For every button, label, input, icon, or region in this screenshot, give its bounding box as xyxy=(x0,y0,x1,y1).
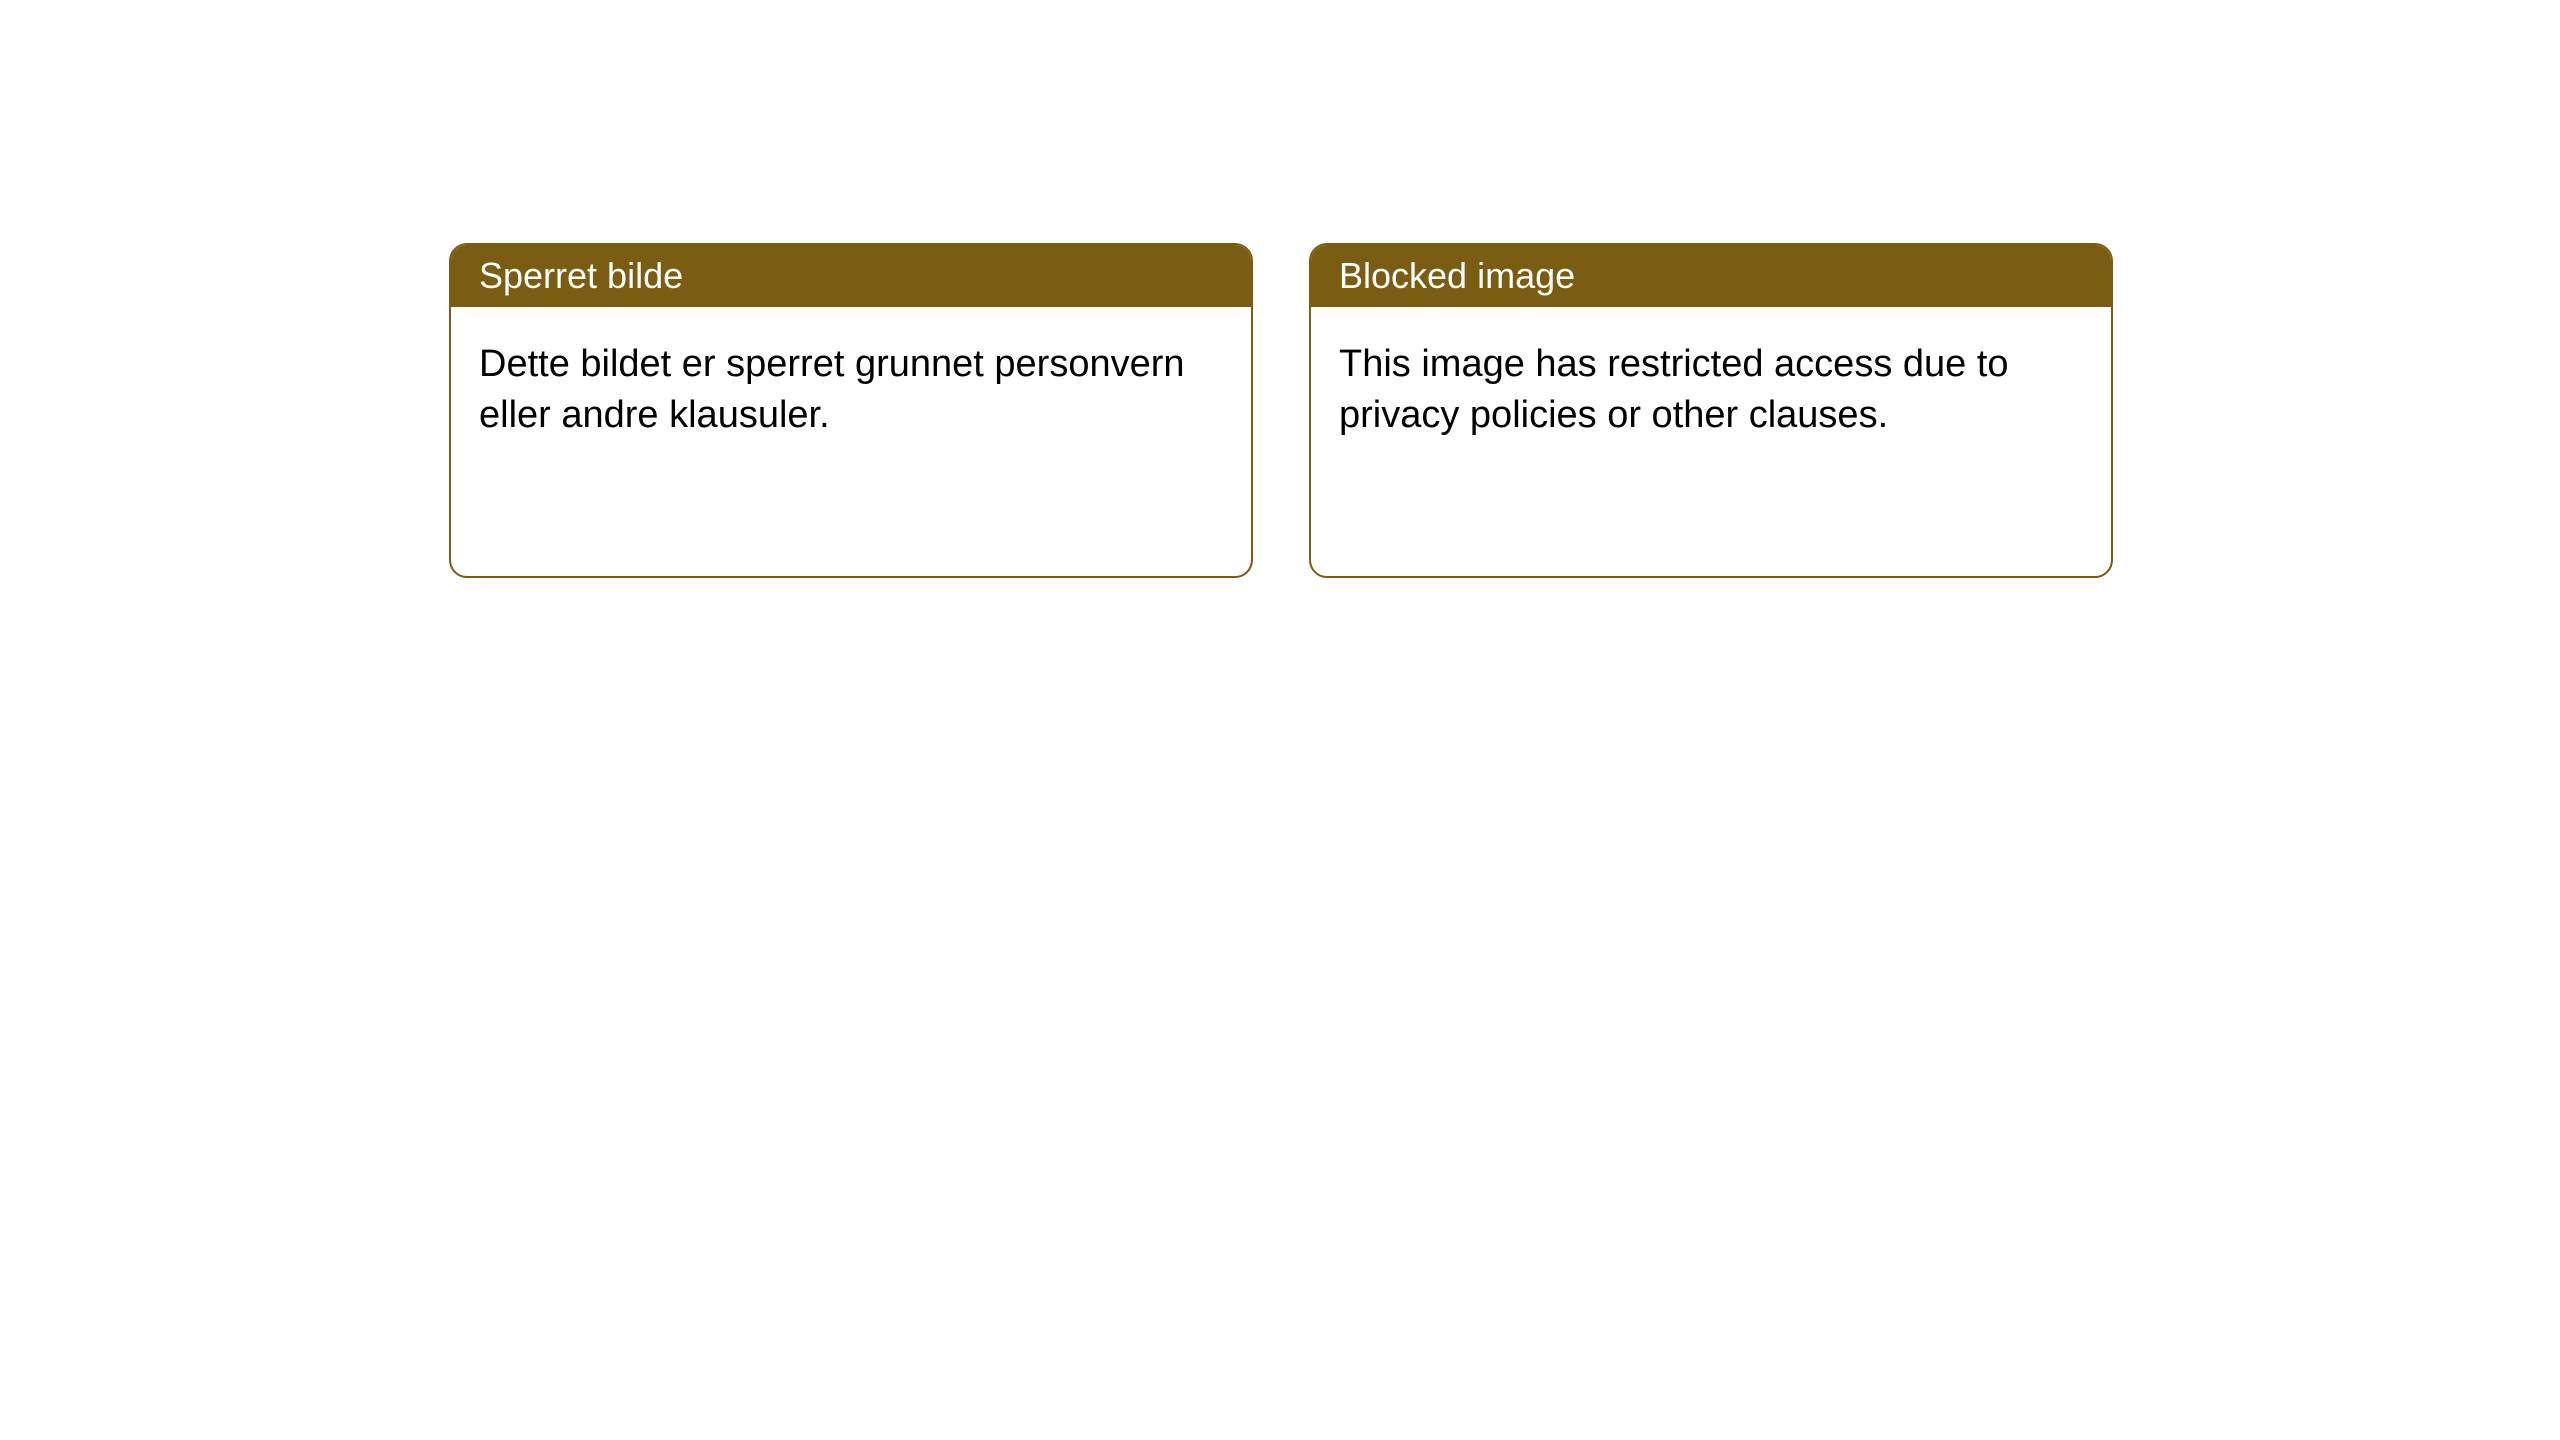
notice-cards-container: Sperret bilde Dette bildet er sperret gr… xyxy=(449,243,2113,578)
card-body: This image has restricted access due to … xyxy=(1311,307,2111,474)
card-title: Blocked image xyxy=(1339,255,1575,296)
card-header: Blocked image xyxy=(1311,245,2111,307)
notice-card-norwegian: Sperret bilde Dette bildet er sperret gr… xyxy=(449,243,1253,578)
card-title: Sperret bilde xyxy=(479,255,683,296)
card-message: Dette bildet er sperret grunnet personve… xyxy=(479,343,1185,436)
card-message: This image has restricted access due to … xyxy=(1339,343,2009,436)
card-header: Sperret bilde xyxy=(451,245,1251,307)
notice-card-english: Blocked image This image has restricted … xyxy=(1309,243,2113,578)
card-body: Dette bildet er sperret grunnet personve… xyxy=(451,307,1251,474)
